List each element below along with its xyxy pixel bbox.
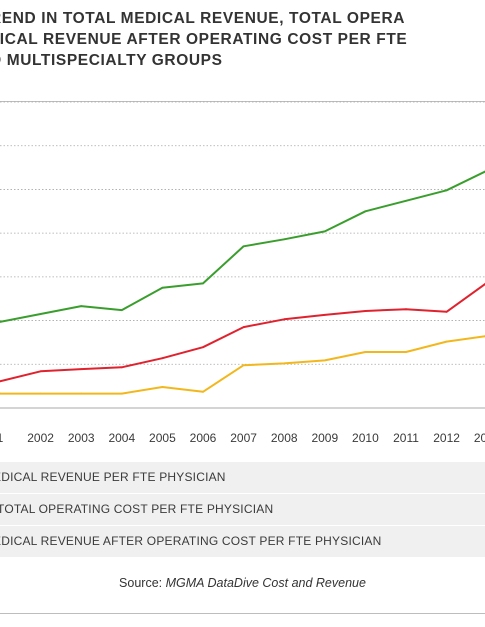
data-point-yellow bbox=[120, 392, 123, 395]
data-point-red bbox=[405, 308, 407, 311]
data-point-green bbox=[80, 305, 83, 308]
chart-title-line-1: REND IN TOTAL MEDICAL REVENUE, TOTAL OPE… bbox=[0, 10, 406, 27]
x-tick-label: 2002 bbox=[27, 431, 54, 445]
data-point-yellow bbox=[405, 351, 407, 353]
x-tick-label: 2006 bbox=[190, 431, 217, 445]
x-tick-label: 2008 bbox=[271, 431, 298, 445]
data-point-yellow bbox=[80, 392, 83, 395]
source-prefix: Source: bbox=[119, 576, 163, 590]
x-tick-label: 2012 bbox=[433, 431, 460, 445]
data-point-red bbox=[445, 310, 448, 313]
data-point-yellow bbox=[364, 351, 367, 353]
data-point-yellow bbox=[161, 386, 164, 388]
series-line-green bbox=[0, 170, 485, 323]
x-tick-label: 1 bbox=[0, 431, 4, 445]
data-point-green bbox=[161, 286, 164, 289]
data-point-green bbox=[242, 245, 245, 248]
legend-item-operating-cost: TOTAL OPERATING COST PER FTE PHYSICIAN bbox=[0, 494, 485, 526]
data-point-red bbox=[80, 368, 83, 370]
data-point-yellow bbox=[323, 359, 326, 362]
x-tick-label: 2003 bbox=[68, 431, 95, 445]
grid-lines bbox=[0, 101, 485, 409]
x-tick-label: 2011 bbox=[393, 431, 419, 445]
data-point-yellow bbox=[202, 390, 204, 393]
series-line-yellow bbox=[0, 335, 485, 395]
data-point-red bbox=[202, 346, 204, 349]
legend-item-revenue-after-cost: EDICAL REVENUE AFTER OPERATING COST PER … bbox=[0, 534, 382, 548]
data-point-green bbox=[39, 313, 42, 315]
series-lines bbox=[0, 170, 485, 395]
data-point-green bbox=[405, 199, 407, 202]
x-tick-label: 2005 bbox=[149, 431, 176, 445]
x-tick-label: 2010 bbox=[352, 431, 379, 445]
top-divider bbox=[0, 101, 485, 102]
data-point-red bbox=[283, 318, 286, 321]
data-point-red bbox=[242, 326, 245, 329]
legend: EDICAL REVENUE PER FTE PHYSICIAN TOTAL O… bbox=[0, 462, 485, 557]
x-tick-label: 2007 bbox=[230, 431, 257, 445]
bottom-divider bbox=[0, 613, 485, 614]
data-point-red bbox=[120, 366, 123, 369]
x-tick-label: 2004 bbox=[108, 431, 135, 445]
data-point-red bbox=[323, 313, 326, 316]
data-point-green bbox=[283, 238, 286, 241]
data-point-green bbox=[323, 230, 326, 233]
chart-title-line-2: DICAL REVENUE AFTER OPERATING COST PER F… bbox=[0, 31, 408, 48]
data-point-red bbox=[161, 357, 164, 360]
data-point-red bbox=[364, 310, 367, 312]
source-name: MGMA DataDive Cost and Revenue bbox=[165, 576, 366, 590]
data-point-green bbox=[202, 282, 204, 285]
data-point-yellow bbox=[283, 362, 286, 365]
data-point-yellow bbox=[445, 340, 448, 343]
data-point-yellow bbox=[39, 392, 42, 395]
series-line-red bbox=[0, 282, 485, 383]
source-note: Source: MGMA DataDive Cost and Revenue bbox=[0, 576, 485, 590]
data-point-yellow bbox=[242, 364, 245, 367]
data-point-yellow bbox=[0, 392, 1, 395]
data-point-green bbox=[120, 309, 123, 311]
chart-title: REND IN TOTAL MEDICAL REVENUE, TOTAL OPE… bbox=[0, 8, 485, 71]
data-point-green bbox=[0, 320, 1, 323]
x-axis-ticks: 1 2002 2003 2004 2005 2006 2007 2008 2009 2010 201… bbox=[0, 431, 485, 445]
chart-title-line-3: D MULTISPECIALTY GROUPS bbox=[0, 52, 223, 69]
legend-item-medical-revenue: EDICAL REVENUE PER FTE PHYSICIAN bbox=[0, 462, 485, 494]
data-point-red bbox=[0, 380, 1, 383]
data-point-green bbox=[364, 210, 367, 213]
data-point-red bbox=[39, 370, 42, 373]
x-tick-label: 2013 bbox=[474, 431, 485, 445]
x-tick-label: 2009 bbox=[311, 431, 338, 445]
data-point-green bbox=[445, 189, 448, 192]
line-chart: 1 2002 2003 2004 2005 2006 2007 2008 2009 2010 201… bbox=[0, 101, 485, 445]
